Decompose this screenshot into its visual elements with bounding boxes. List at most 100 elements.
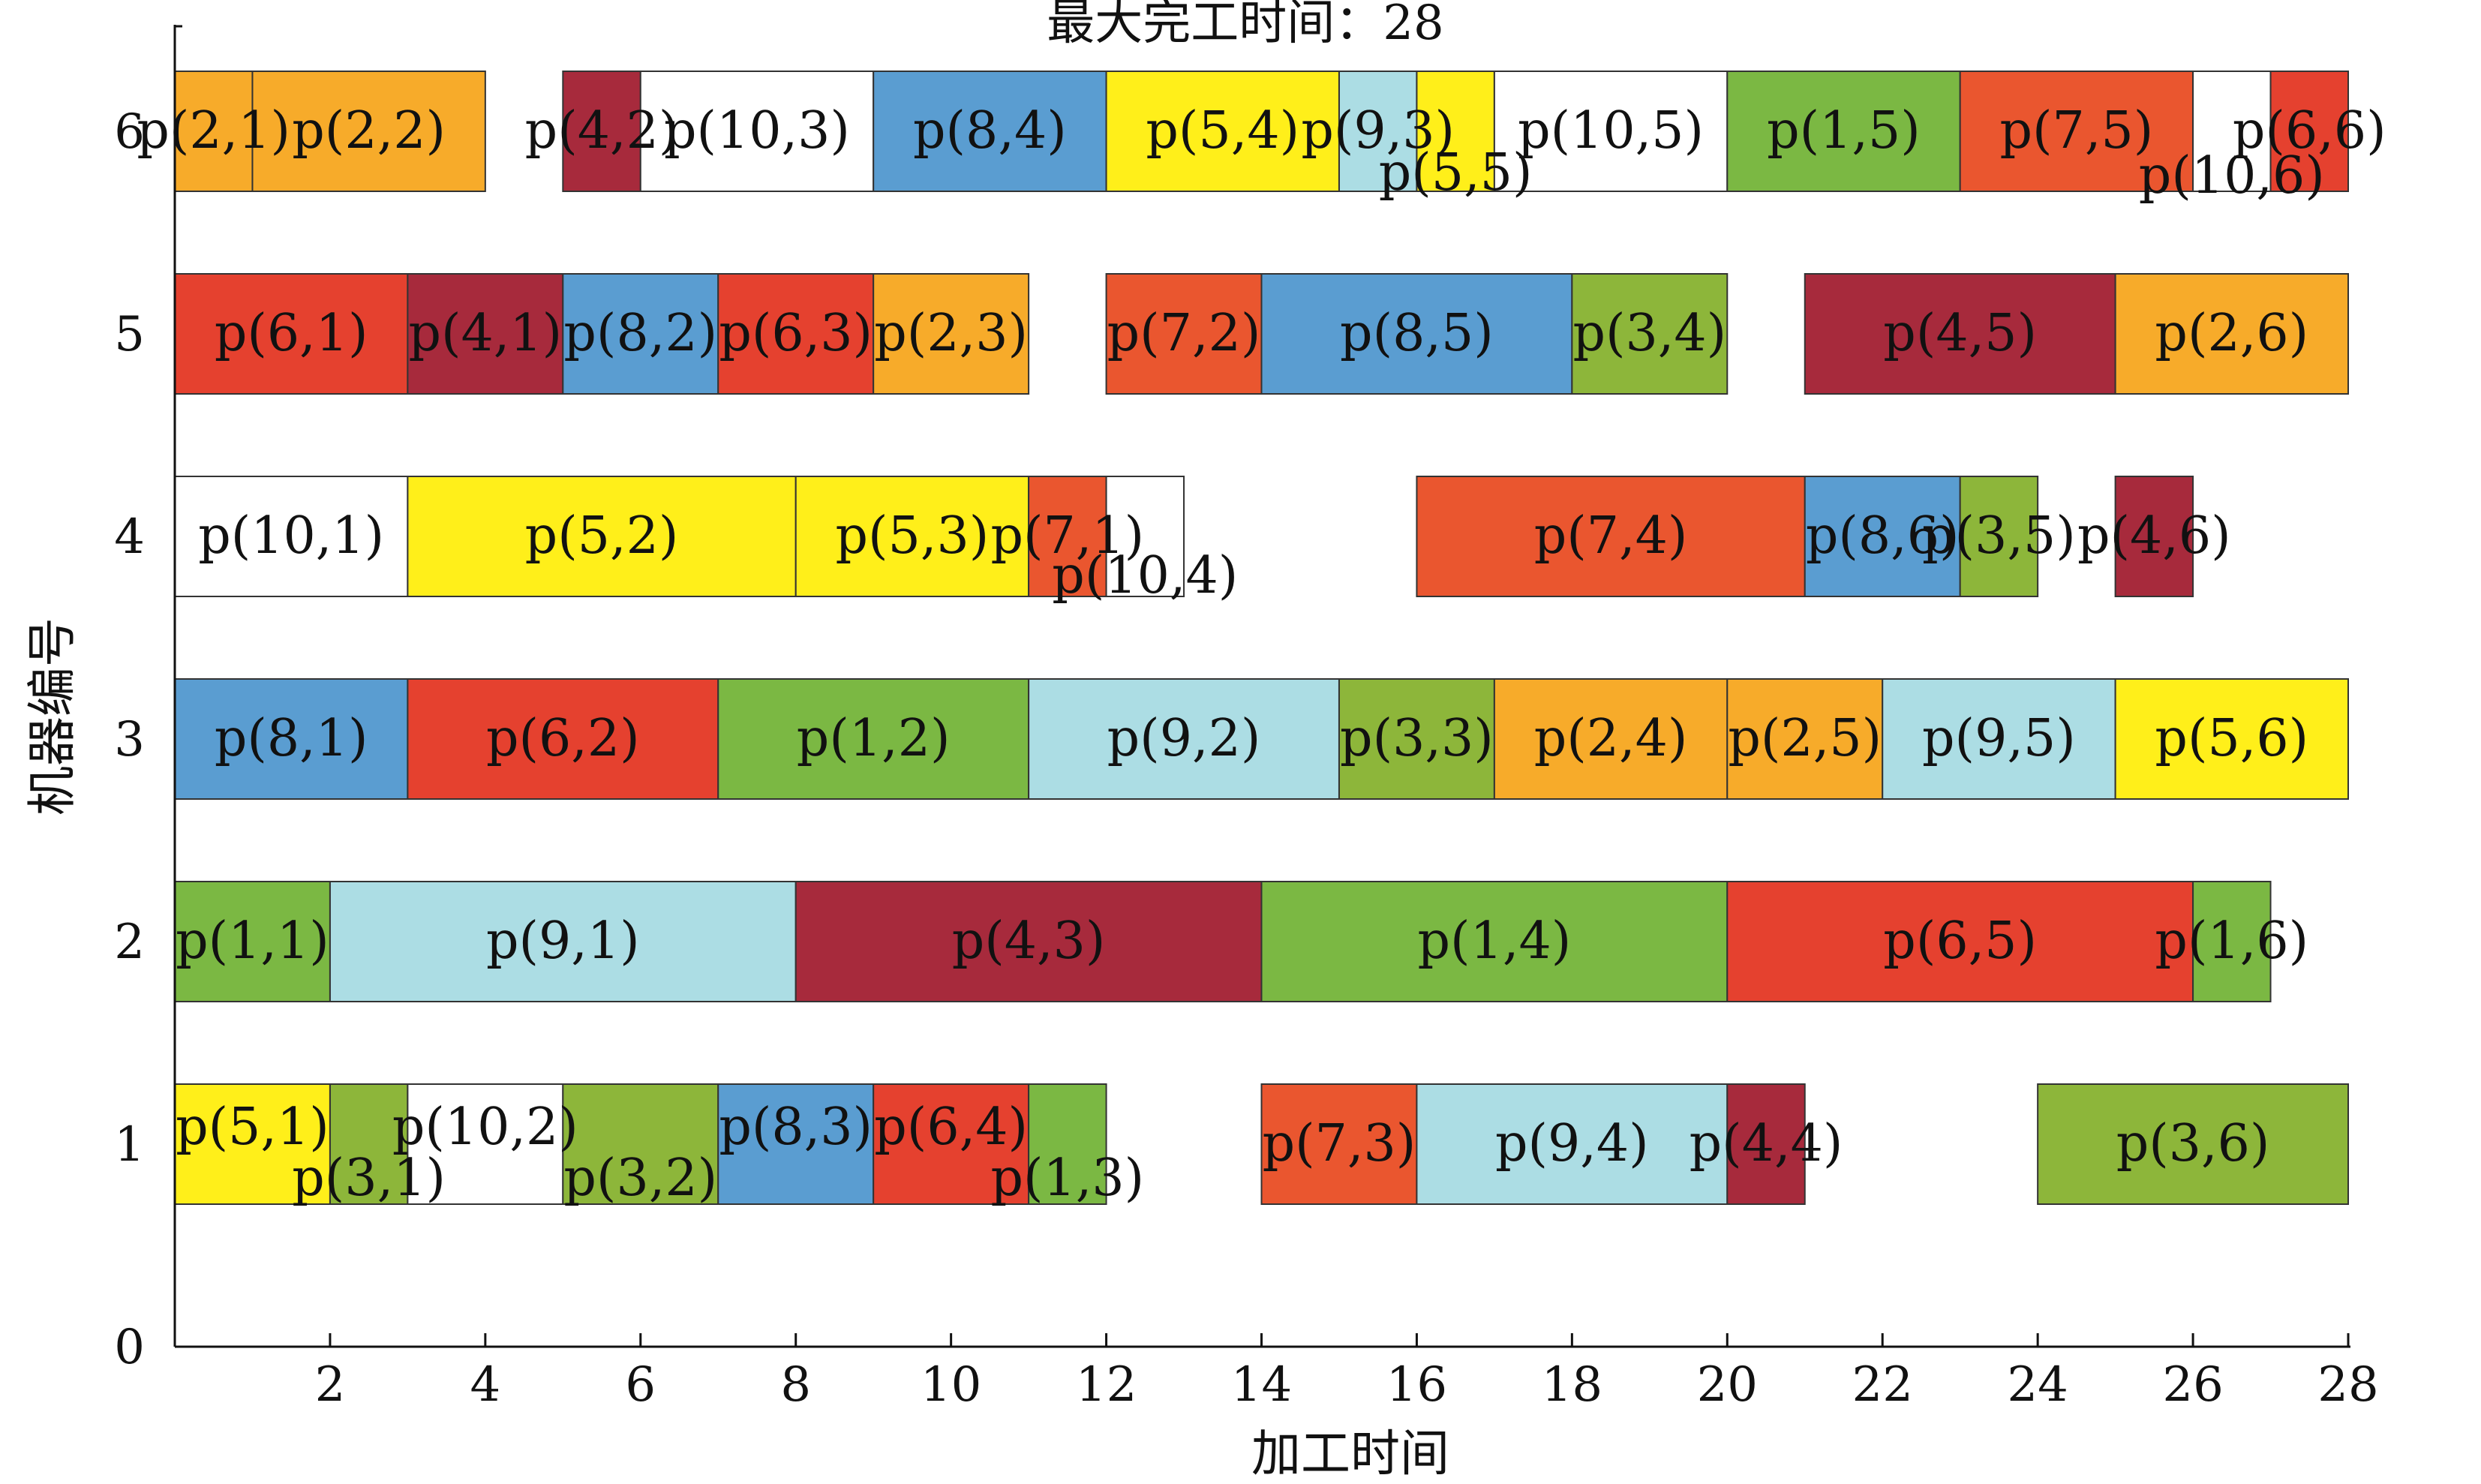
y-tick-label: 1 [114, 1117, 145, 1173]
task-label-m2-j1-o4: p(1,4) [1418, 912, 1572, 971]
task-label-m6-j10-o3: p(10,3) [664, 101, 850, 161]
task-label-m5-j4-o1: p(4,1) [408, 304, 562, 363]
task-bar-m2-j1-o4 [1260, 881, 1729, 1002]
task-bar-m6-j8-o4 [873, 71, 1107, 192]
task-bar-m1-j9-o4 [1416, 1083, 1729, 1205]
task-bar-m3-j2-o4 [1493, 678, 1729, 800]
x-tick-label: 2 [315, 1357, 346, 1413]
task-bar-m6-j5-o5 [1416, 71, 1495, 192]
task-label-m6-j10-o5: p(10,5) [1518, 101, 1704, 161]
task-label-m3-j9-o5: p(9,5) [1922, 709, 2076, 768]
task-bar-m2-j9-o1 [329, 881, 797, 1002]
y-tick-label: 3 [114, 712, 145, 768]
task-label-m2-j9-o1: p(9,1) [486, 912, 640, 971]
task-bar-m5-j2-o6 [2114, 273, 2350, 395]
task-label-m6-j2-o2: p(2,2) [292, 101, 446, 161]
x-tick-label: 26 [2162, 1357, 2223, 1413]
task-bar-m1-j5-o1 [174, 1083, 331, 1205]
task-label-m6-j2-o1: p(2,1) [137, 101, 290, 161]
task-bar-m5-j4-o1 [407, 273, 564, 395]
task-bar-m3-j3-o3 [1338, 678, 1495, 800]
task-label-m5-j8-o2: p(8,2) [563, 304, 717, 363]
task-bar-m1-j1-o3 [1028, 1083, 1107, 1205]
task-bar-m3-j5-o6 [2114, 678, 2350, 800]
task-label-m6-j4-o2: p(4,2) [525, 101, 679, 161]
x-axis-label: 加工时间 [1251, 1425, 1449, 1482]
task-label-m1-j7-o3: p(7,3) [1263, 1114, 1416, 1173]
task-label-m5-j7-o2: p(7,2) [1107, 304, 1261, 363]
task-bar-m2-j1-o1 [174, 881, 331, 1002]
task-bar-m6-j7-o5 [1959, 71, 2194, 192]
task-bar-m2-j6-o5 [1726, 881, 2194, 1002]
y-tick-label: 0 [114, 1320, 145, 1375]
task-bar-m4-j10-o1 [174, 476, 409, 597]
task-bar-m1-j3-o1 [329, 1083, 409, 1205]
task-bar-m5-j2-o3 [873, 273, 1030, 395]
task-bar-m1-j6-o4 [873, 1083, 1030, 1205]
task-label-m5-j2-o6: p(2,6) [2155, 304, 2308, 363]
task-label-m3-j2-o5: p(2,5) [1728, 709, 1882, 768]
task-label-m5-j6-o1: p(6,1) [215, 304, 368, 363]
x-tick-label: 28 [2317, 1357, 2378, 1413]
task-bar-m1-j4-o4 [1726, 1083, 1806, 1205]
x-tick-label: 22 [1852, 1357, 1912, 1413]
task-label-m3-j8-o1: p(8,1) [215, 709, 368, 768]
x-tick-label: 4 [470, 1357, 500, 1413]
task-label-m3-j5-o6: p(5,6) [2155, 709, 2308, 768]
task-label-m2-j6-o5: p(6,5) [1883, 912, 2037, 971]
task-bar-m6-j10-o3 [639, 71, 875, 192]
task-bar-m5-j6-o3 [717, 273, 875, 395]
task-label-m3-j3-o3: p(3,3) [1340, 709, 1494, 768]
x-tick-label: 6 [625, 1357, 656, 1413]
task-label-m1-j10-o2: p(10,2) [392, 1098, 578, 1157]
task-label-m5-j4-o5: p(4,5) [1883, 304, 2037, 363]
task-bar-m6-j10-o5 [1493, 71, 1729, 192]
task-bar-m6-j5-o4 [1105, 71, 1340, 192]
task-label-m1-j5-o1: p(5,1) [176, 1098, 329, 1157]
task-label-m4-j7-o1: p(7,1) [990, 506, 1144, 566]
task-bar-m1-j3-o2 [562, 1083, 719, 1205]
task-label-m1-j4-o4: p(4,4) [1690, 1114, 1843, 1173]
task-bar-m2-j1-o6 [2192, 881, 2272, 1002]
y-tick-label: 4 [114, 509, 145, 565]
task-label-m4-j5-o3: p(5,3) [836, 506, 990, 566]
task-label-m5-j2-o3: p(2,3) [874, 304, 1028, 363]
task-bar-m5-j8-o2 [562, 273, 719, 395]
task-label-m1-j8-o3: p(8,3) [719, 1098, 873, 1157]
task-label-m5-j3-o4: p(3,4) [1572, 304, 1726, 363]
task-bar-m1-j7-o3 [1260, 1083, 1418, 1205]
task-label-m3-j1-o2: p(1,2) [797, 709, 951, 768]
task-bar-m6-j4-o2 [562, 71, 641, 192]
task-bar-m6-j10-o6 [2192, 71, 2272, 192]
task-bar-m5-j6-o1 [174, 273, 409, 395]
task-bar-m5-j7-o2 [1105, 273, 1263, 395]
task-label-m6-j8-o4: p(8,4) [913, 101, 1067, 161]
x-tick-label: 20 [1697, 1357, 1758, 1413]
x-tick-label: 8 [780, 1357, 811, 1413]
task-label-m3-j2-o4: p(2,4) [1534, 709, 1688, 768]
task-bar-m6-j1-o5 [1726, 71, 1961, 192]
task-label-m5-j8-o5: p(8,5) [1340, 304, 1494, 363]
task-label-m3-j9-o2: p(9,2) [1107, 709, 1261, 768]
bars-layer [174, 71, 2350, 1205]
task-bar-m6-j6-o6 [2269, 71, 2349, 192]
y-tick-label: 2 [114, 915, 145, 970]
task-label-m4-j7-o4: p(7,4) [1534, 506, 1688, 566]
task-bar-m3-j1-o2 [717, 678, 1030, 800]
x-tick-label: 18 [1542, 1357, 1602, 1413]
task-label-m2-j1-o6: p(1,6) [2155, 912, 2308, 971]
task-label-m4-j5-o2: p(5,2) [525, 506, 679, 566]
task-label-m4-j8-o6: p(8,6) [1806, 506, 1960, 566]
task-label-m6-j9-o3: p(9,3) [1301, 101, 1455, 161]
task-bar-m4-j4-o6 [2114, 476, 2194, 597]
task-bar-m4-j10-o4 [1105, 476, 1185, 597]
task-bar-m1-j8-o3 [717, 1083, 875, 1205]
task-label-m6-j10-o6: p(10,6) [2139, 146, 2325, 206]
task-bar-m5-j8-o5 [1260, 273, 1573, 395]
task-bar-m5-j3-o4 [1571, 273, 1729, 395]
y-tick-label: 5 [114, 307, 145, 362]
task-label-m4-j4-o6: p(4,6) [2077, 506, 2231, 566]
task-label-m6-j5-o5: p(5,5) [1379, 143, 1533, 203]
